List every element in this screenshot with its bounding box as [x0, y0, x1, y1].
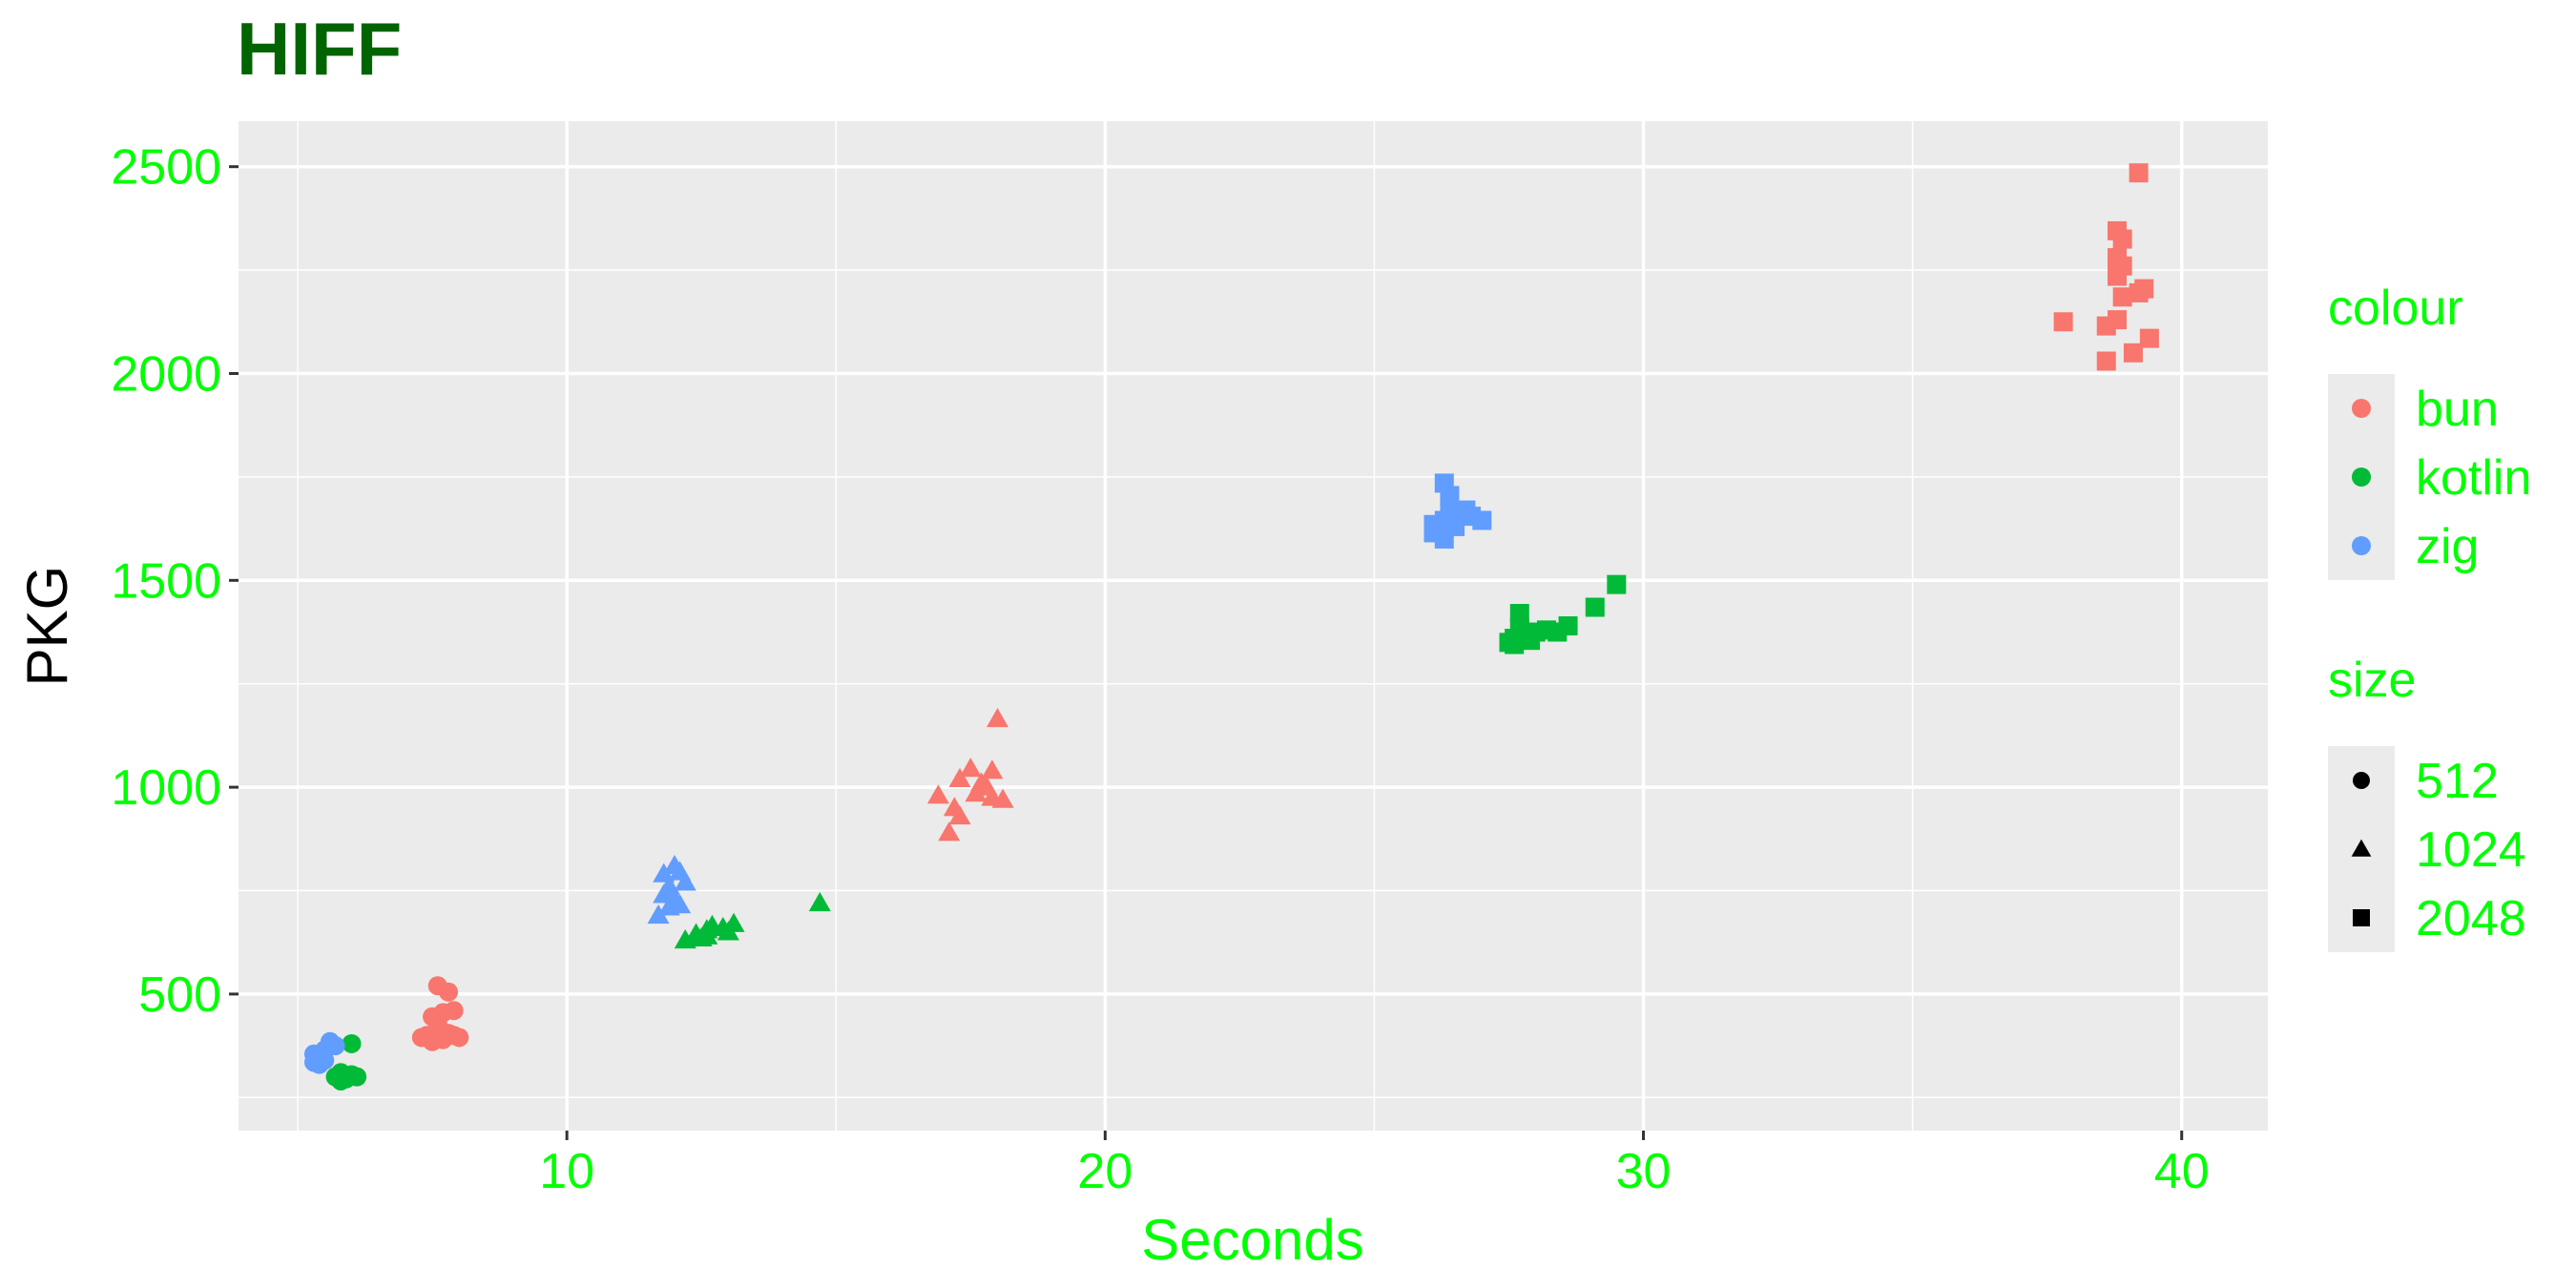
- legend-label-2048: 2048: [2416, 891, 2526, 946]
- point-zig-512: [309, 1054, 329, 1074]
- point-bun-1024: [948, 804, 971, 825]
- point-kotlin-1024: [674, 929, 696, 949]
- point-kotlin-2048: [1607, 574, 1627, 594]
- point-kotlin-2048: [1505, 634, 1525, 654]
- point-bun-1024: [948, 767, 971, 788]
- legend-label-zig: zig: [2416, 519, 2479, 574]
- grid-minor: [239, 121, 2268, 1131]
- point-kotlin-2048: [1509, 603, 1529, 623]
- point-bun-512: [439, 982, 459, 1002]
- legend-key-1024: [2351, 839, 2372, 857]
- point-bun-2048: [2096, 351, 2116, 371]
- point-kotlin-512: [347, 1067, 367, 1087]
- y-tick-label: 1000: [111, 760, 221, 816]
- point-bun-1024: [991, 788, 1014, 808]
- y-tick-label: 1500: [111, 553, 221, 609]
- point-bun-1024: [981, 759, 1004, 779]
- point-zig-2048: [1440, 486, 1460, 506]
- y-axis-label: PKG: [15, 566, 79, 687]
- point-bun-1024: [987, 708, 1009, 728]
- point-kotlin-1024: [717, 921, 739, 941]
- legend-key-bun: [2352, 399, 2371, 418]
- data-points: [303, 163, 2159, 1091]
- point-bun-2048: [2112, 229, 2132, 249]
- legend-label-kotlin: kotlin: [2416, 450, 2531, 506]
- legend-key-kotlin: [2352, 467, 2371, 487]
- point-zig-1024: [674, 871, 696, 891]
- point-bun-1024: [926, 784, 949, 804]
- legend-label-512: 512: [2416, 754, 2499, 809]
- x-tick-label: 10: [539, 1144, 594, 1199]
- point-kotlin-512: [331, 1063, 351, 1083]
- point-kotlin-1024: [690, 926, 713, 946]
- legend-title: size: [2328, 653, 2416, 708]
- x-tick-label: 30: [1616, 1144, 1672, 1199]
- point-kotlin-2048: [1536, 620, 1556, 640]
- point-bun-2048: [2112, 287, 2132, 307]
- x-tick-label: 20: [1077, 1144, 1132, 1199]
- point-zig-1024: [669, 894, 692, 914]
- axes: 10 20 30 40 500 1000 1500 2000 2500: [111, 140, 2209, 1199]
- point-zig-1024: [647, 904, 670, 924]
- point-bun-1024: [965, 782, 987, 802]
- point-bun-2048: [2096, 316, 2116, 336]
- point-kotlin-2048: [1509, 618, 1529, 638]
- point-kotlin-1024: [808, 892, 831, 912]
- x-axis-label: Seconds: [1141, 1208, 1364, 1272]
- grid-major: [239, 121, 2268, 1131]
- point-bun-2048: [2108, 266, 2128, 286]
- x-tick-label: 40: [2154, 1144, 2210, 1199]
- point-bun-1024: [959, 758, 982, 778]
- point-bun-1024: [938, 821, 961, 841]
- y-tick-label: 2500: [111, 140, 221, 196]
- point-bun-512: [427, 1013, 447, 1033]
- legend-key-zig: [2352, 536, 2371, 555]
- point-bun-2048: [2123, 343, 2143, 363]
- legend-label-bun: bun: [2416, 382, 2499, 437]
- legend-title: colour: [2328, 280, 2463, 336]
- point-bun-2048: [2129, 163, 2149, 183]
- legend-label-1024: 1024: [2416, 822, 2526, 878]
- point-bun-2048: [2129, 282, 2149, 302]
- y-tick-label: 2000: [111, 347, 221, 403]
- point-zig-2048: [1472, 510, 1492, 530]
- point-bun-2048: [2053, 312, 2073, 332]
- plot-panel: [239, 121, 2268, 1131]
- point-bun-2048: [2139, 328, 2159, 348]
- point-kotlin-512: [342, 1033, 362, 1053]
- point-bun-512: [444, 1001, 464, 1021]
- point-bun-1024: [975, 776, 998, 796]
- legend-key-512: [2353, 772, 2370, 789]
- y-tick-label: 500: [138, 967, 221, 1023]
- point-kotlin-2048: [1585, 597, 1605, 617]
- legend-key-2048: [2353, 909, 2370, 926]
- point-zig-2048: [1434, 529, 1454, 549]
- chart-title: HIFF: [237, 7, 402, 91]
